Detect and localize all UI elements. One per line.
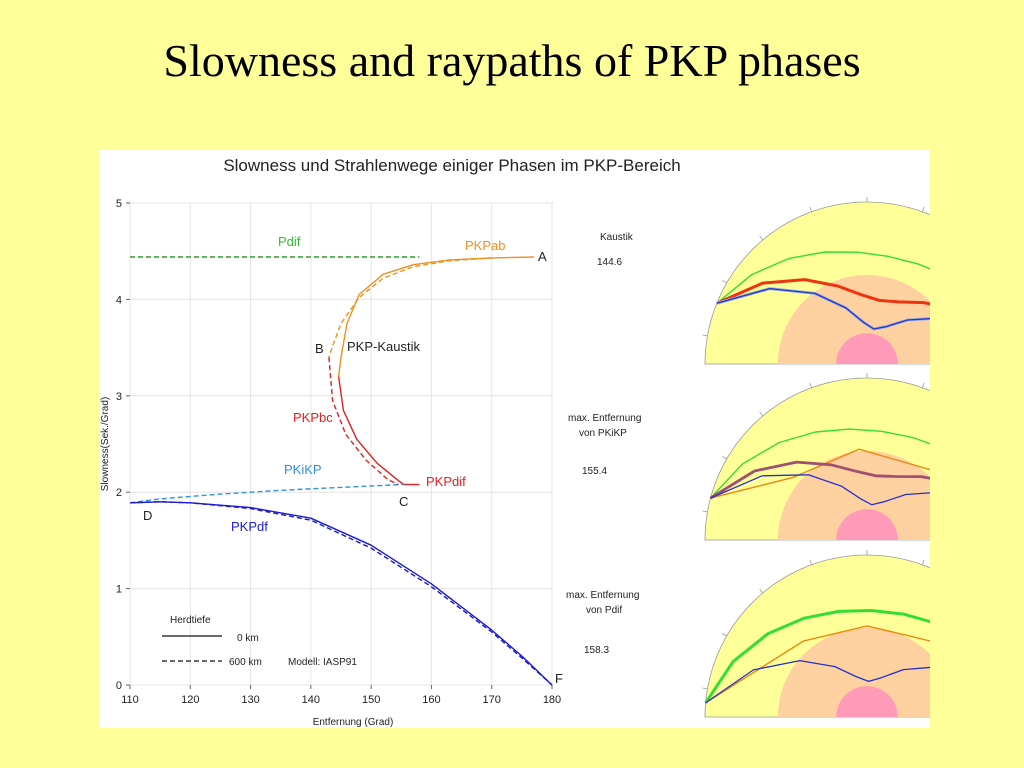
x-tick-label: 150 (362, 694, 380, 706)
rim-tick (922, 206, 925, 212)
rim-tick (759, 588, 764, 594)
figure-title: Slowness und Strahlenwege einiger Phasen… (223, 156, 680, 175)
label-pkpdf: PKPdf (231, 519, 268, 534)
series-line-pkpab (337, 256, 534, 377)
figure-panel: Slowness und Strahlenwege einiger Phasen… (100, 150, 930, 728)
x-tick-label: 160 (422, 694, 440, 706)
series-layer (129, 256, 553, 686)
panel-0-title: Kaustik (600, 232, 634, 243)
panel-2-title-line1: max. Entfernung (566, 590, 639, 601)
ray-green (704, 609, 930, 704)
rim-tick (722, 633, 727, 637)
label-pkikp: PKiKP (284, 462, 322, 477)
ray-green (716, 251, 930, 304)
outer-core (777, 450, 930, 540)
x-tick-label: 170 (483, 694, 501, 706)
outer-core (777, 274, 930, 364)
figure-svg: Slowness und Strahlenwege einiger Phasen… (100, 156, 930, 728)
rim-tick (759, 411, 764, 417)
raypath-panel-pdif: max. Entfernung von Pdif 158.3 (566, 550, 930, 718)
point-a: A (538, 249, 547, 264)
series-line-pkpab-600-km (328, 257, 492, 358)
point-f: F (555, 671, 563, 686)
ray-blue (710, 474, 930, 506)
raypath-panel-kaustik: Kaustik 144.6 (597, 197, 930, 365)
grid-layer (129, 202, 553, 686)
point-d: D (143, 508, 152, 523)
legend-entry-0km: 0 km (237, 633, 259, 644)
legend-model-note: Modell: IASP91 (288, 657, 357, 668)
ray-orange (710, 448, 930, 499)
x-axis-title: Entfernung (Grad) (313, 717, 394, 728)
raypath-panels: Kaustik 144.6 max. Entfernung von PKiKP … (566, 197, 930, 718)
y-tick-label: 1 (116, 584, 122, 596)
ray-orange (705, 625, 930, 704)
inner-core (836, 686, 898, 717)
y-tick-label: 3 (116, 391, 122, 403)
raypath-panel-pkikp: max. Entfernung von PKiKP 155.4 (568, 373, 930, 541)
rim-tick (702, 334, 708, 337)
label-pkpab: PKPab (465, 238, 505, 253)
label-pkpbc: PKPbc (293, 410, 333, 425)
x-tick-label: 130 (241, 694, 259, 706)
series-line-pkpbc (337, 376, 405, 486)
label-pkpdif: PKPdif (426, 474, 466, 489)
rim-tick (809, 206, 812, 212)
ray-blue (705, 659, 930, 704)
legend-entry-600km: 600 km (229, 657, 262, 668)
series-line-pkpdf (129, 501, 553, 686)
plot-frame (129, 202, 553, 686)
label-pkp-kaustik: PKP-Kaustik (347, 339, 420, 354)
panel-0-distance: 144.6 (597, 257, 622, 268)
inner-core (836, 333, 898, 364)
rim-tick (759, 235, 764, 241)
rim-tick (702, 510, 708, 513)
rim-tick (922, 382, 925, 388)
legend-title: Herdtiefe (170, 615, 211, 626)
x-tick-label: 140 (302, 694, 320, 706)
series-line-pkikp (129, 483, 404, 504)
slide-title: Slowness and raypaths of PKP phases (163, 35, 861, 86)
panel-1-distance: 155.4 (582, 466, 607, 477)
ray-blue (716, 287, 930, 330)
rim-tick (809, 559, 812, 565)
inner-core (836, 509, 898, 540)
y-tick-label: 4 (116, 294, 122, 306)
tick-layer: 110 120 130 140 150 160 170 180 0 1 2 3 4 5 (116, 198, 561, 706)
ray-mixed (709, 460, 930, 500)
y-tick-label: 0 (116, 680, 122, 692)
rim-tick (722, 456, 727, 460)
y-tick-label: 5 (116, 198, 122, 210)
outer-core (777, 627, 930, 717)
x-tick-label: 180 (543, 694, 561, 706)
point-c: C (399, 494, 408, 509)
panel-2-title-line2: von Pdif (586, 605, 622, 616)
x-tick-label: 120 (181, 694, 199, 706)
rim-tick (922, 559, 925, 565)
y-tick-label: 2 (116, 487, 122, 499)
ray-green (709, 428, 930, 499)
series-line-pkpbc-600-km (328, 357, 399, 486)
rim-tick (722, 280, 727, 284)
rim-tick (809, 382, 812, 388)
point-b: B (315, 341, 324, 356)
legend: Herdtiefe 0 km 600 km Modell: IASP91 (162, 615, 357, 668)
panel-1-title-line2: von PKiKP (579, 428, 627, 439)
panel-1-title-line1: max. Entfernung (568, 413, 641, 424)
panel-2-distance: 158.3 (584, 645, 609, 656)
label-pdif: Pdif (278, 234, 301, 249)
rim-tick (702, 687, 708, 690)
ray-red (716, 278, 930, 306)
x-tick-label: 110 (121, 694, 139, 706)
y-axis-title: Slowness(Sek./Grad) (100, 397, 111, 491)
slowness-chart: 110 120 130 140 150 160 170 180 0 1 2 3 4 5 Pdif PKPa… (100, 198, 563, 728)
